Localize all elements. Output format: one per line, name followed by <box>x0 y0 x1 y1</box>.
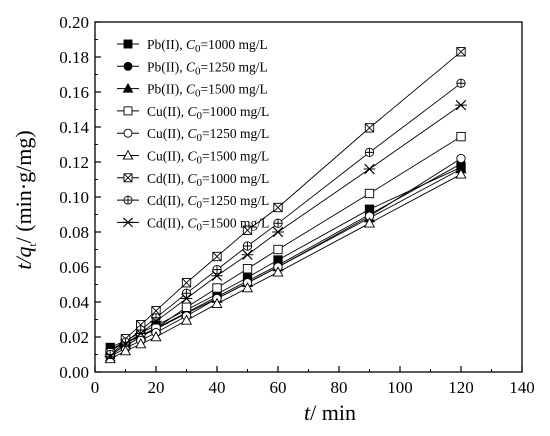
data-point <box>456 153 466 164</box>
y-tick-label: 0.02 <box>59 328 89 347</box>
legend: Pb(II), C0=1000 mg/L Pb(II), C0=1250 mg/L… <box>117 37 269 233</box>
data-point <box>456 47 466 57</box>
legend-label: Cu(II), C0=1500 mg/L <box>147 149 269 167</box>
y-axis-label: t/qt/ (min·g/mg) <box>11 130 39 269</box>
data-point <box>242 225 253 235</box>
series-line <box>110 168 462 351</box>
y-tick-label: 0.08 <box>59 223 89 242</box>
data-point <box>241 249 254 260</box>
data-point <box>123 173 133 183</box>
legend-label: Cu(II), C0=1250 mg/L <box>147 126 269 144</box>
x-tick-label: 60 <box>270 378 287 397</box>
x-tick-label: 120 <box>448 378 474 397</box>
data-point <box>180 293 193 304</box>
series-line <box>110 82 462 355</box>
legend-entry: Cu(II), C0=1000 mg/L <box>117 104 269 122</box>
x-tick-label: 140 <box>509 378 535 397</box>
y-tick-label: 0.14 <box>59 118 89 137</box>
data-point <box>104 351 117 362</box>
data-point <box>273 244 283 255</box>
y-tick-label: 0.16 <box>59 83 89 102</box>
series-8 <box>105 78 466 360</box>
data-point <box>364 123 375 133</box>
data-point <box>180 314 193 325</box>
legend-label: Cd(II), C0=1500 mg/L <box>147 215 269 233</box>
y-tick-label: 0.18 <box>59 48 89 67</box>
x-tick-label: 20 <box>148 378 165 397</box>
legend-entry: Cd(II), C0=1500 mg/L <box>117 215 269 233</box>
data-point <box>181 288 192 298</box>
data-point <box>150 316 162 327</box>
data-point <box>273 202 283 213</box>
x-axis-label: t/ min <box>304 400 356 425</box>
y-tick-label: 0.12 <box>59 153 89 172</box>
x-tick-label: 100 <box>387 378 413 397</box>
data-point <box>134 328 147 339</box>
series-9 <box>104 99 467 362</box>
data-point <box>456 131 466 142</box>
data-point <box>455 99 467 111</box>
legend-entry: Pb(II), C0=1500 mg/L <box>117 82 268 100</box>
legend-entry: Pb(II), C0=1250 mg/L <box>117 59 268 77</box>
data-point <box>272 226 284 238</box>
x-tick-label: 0 <box>91 378 100 397</box>
data-point <box>364 188 375 199</box>
data-point <box>122 82 134 93</box>
data-point <box>212 251 222 262</box>
data-point <box>456 78 466 88</box>
plot-marks <box>104 47 467 364</box>
legend-label: Cd(II), C0=1000 mg/L <box>147 171 269 189</box>
data-point <box>363 163 376 175</box>
data-point <box>123 106 133 116</box>
legend-label: Pb(II), C0=1250 mg/L <box>147 59 268 77</box>
data-point <box>122 149 134 160</box>
data-point <box>119 338 132 350</box>
legend-entry: Pb(II), C0=1000 mg/L <box>117 37 268 55</box>
series-line <box>110 158 462 357</box>
y-tick-label: 0.20 <box>59 13 89 32</box>
data-point <box>363 217 376 228</box>
x-tick-label: 40 <box>209 378 226 397</box>
data-point <box>119 345 132 356</box>
legend-label: Pb(II), C0=1500 mg/L <box>147 82 268 100</box>
data-point <box>211 297 223 308</box>
series-line <box>109 51 462 354</box>
legend-entry: Cu(II), C0=1500 mg/L <box>117 149 269 167</box>
data-point <box>242 241 253 251</box>
data-point <box>364 147 375 158</box>
axes: 0 20 40 60 80 100 120 140 0.00 0.02 0.04 0.06 0.08 0.… <box>59 13 535 397</box>
data-point <box>273 218 283 228</box>
data-point <box>123 61 133 71</box>
data-point <box>211 270 223 281</box>
data-point <box>181 278 192 288</box>
y-tick-label: 0.10 <box>59 188 89 207</box>
x-tick-label: 80 <box>331 378 348 397</box>
data-point <box>123 128 133 138</box>
data-point <box>212 264 222 275</box>
data-point <box>241 282 254 293</box>
data-point <box>122 217 134 228</box>
data-point <box>455 168 467 179</box>
data-point <box>212 283 222 293</box>
data-point <box>123 39 133 49</box>
data-point <box>150 331 162 342</box>
series-line <box>110 136 462 355</box>
legend-label: Pb(II), C0=1000 mg/L <box>147 37 268 55</box>
data-point <box>272 266 284 277</box>
legend-entry: Cd(II), C0=1000 mg/L <box>117 171 269 189</box>
data-point <box>135 338 147 349</box>
y-tick-label: 0.00 <box>59 363 89 382</box>
data-point <box>123 195 133 205</box>
series-line <box>110 173 462 360</box>
legend-entry: Cu(II), C0=1250 mg/L <box>117 126 269 144</box>
y-tick-label: 0.06 <box>59 258 89 277</box>
legend-label: Cd(II), C0=1250 mg/L <box>147 193 269 211</box>
legend-label: Cu(II), C0=1000 mg/L <box>147 104 269 122</box>
series-line <box>110 104 462 357</box>
data-point <box>242 264 253 274</box>
y-tick-label: 0.04 <box>59 293 89 312</box>
legend-entry: Cd(II), C0=1250 mg/L <box>117 193 269 211</box>
data-point <box>181 302 192 312</box>
